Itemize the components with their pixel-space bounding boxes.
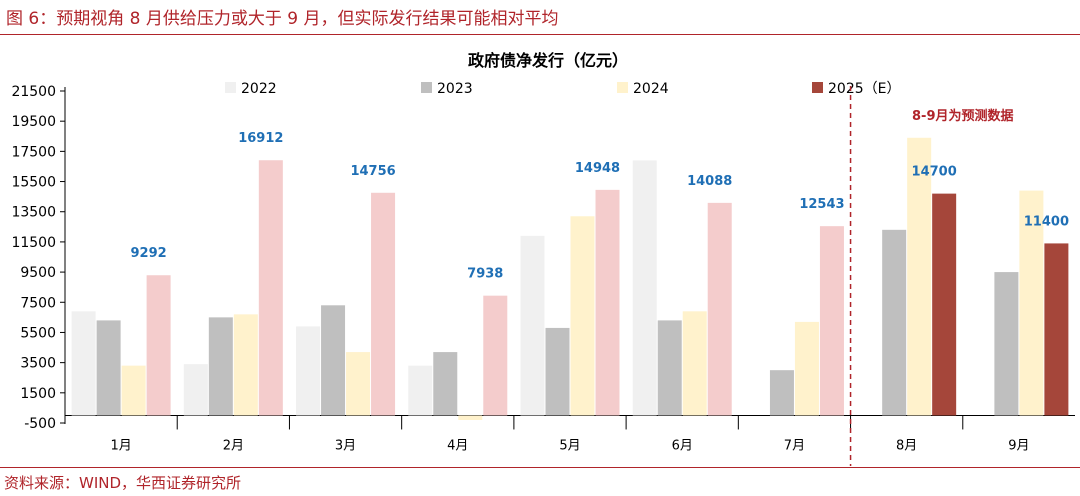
bar — [907, 137, 932, 416]
axes: -500 1500 3500 5500 7500 9500 11500 13500 15500 1… — [11, 84, 1075, 453]
source-note: 资料来源：WIND，华西证券研究所 — [4, 474, 242, 492]
bars — [71, 137, 1069, 420]
bar — [520, 235, 545, 416]
legend-swatch — [812, 82, 823, 93]
bar — [794, 321, 819, 416]
x-tick-label: 8月 — [896, 438, 917, 453]
bar — [346, 352, 371, 416]
bar — [769, 370, 794, 416]
y-tick-label: 13500 — [11, 205, 56, 221]
data-label: 7938 — [467, 267, 503, 282]
x-tick-label: 4月 — [447, 438, 468, 453]
bar — [657, 320, 682, 416]
y-tick-label: 5500 — [20, 325, 56, 341]
legend-label: 2023 — [437, 81, 473, 97]
legend-swatch — [421, 82, 432, 93]
data-label: 12543 — [799, 197, 844, 212]
legend-label: 2024 — [633, 81, 669, 97]
bar — [682, 311, 707, 416]
y-tick-label: 9500 — [20, 265, 56, 281]
y-tick-label: 17500 — [11, 144, 56, 160]
bar — [121, 365, 146, 416]
bar — [1019, 190, 1044, 416]
y-tick-label: -500 — [24, 416, 56, 432]
bar — [595, 189, 620, 416]
bar — [994, 272, 1019, 416]
figure-title: 图 6：预期视角 8 月供给压力或大于 9 月，但实际发行结果可能相对平均 — [6, 9, 559, 29]
bar — [483, 295, 508, 416]
legend-label: 2022 — [241, 81, 277, 97]
bar — [296, 326, 321, 416]
bar — [321, 305, 346, 416]
chart-title: 政府债净发行（亿元） — [468, 51, 628, 70]
y-tick-label: 15500 — [11, 175, 56, 191]
data-label: 9292 — [131, 246, 167, 261]
legend: 2022 2023 2024 2025（E） — [225, 81, 900, 97]
bar — [208, 317, 233, 416]
y-tick-label: 7500 — [20, 295, 56, 311]
y-tick-label: 1500 — [20, 386, 56, 402]
bar-chart: 政府债净发行（亿元） 2022 2023 2024 2025（E） -500 1500 3… — [11, 51, 1075, 466]
y-tick-label: 21500 — [11, 84, 56, 100]
legend-swatch — [225, 82, 236, 93]
bar — [570, 216, 595, 416]
x-tick-label: 7月 — [784, 438, 805, 453]
bar — [932, 193, 957, 416]
bar — [819, 226, 844, 416]
x-tick-label: 9月 — [1008, 438, 1029, 453]
x-tick-label: 5月 — [559, 438, 580, 453]
bar — [71, 311, 96, 416]
bar — [408, 365, 433, 416]
data-label: 14948 — [575, 161, 620, 176]
data-label: 14700 — [912, 165, 957, 180]
bar — [1044, 243, 1069, 416]
bar — [882, 229, 907, 416]
bar — [258, 160, 283, 416]
bar — [183, 364, 208, 416]
data-labels: 9292 16912 14756 7938 14948 14088 12543 14700 11… — [131, 131, 1069, 281]
bar — [545, 327, 570, 416]
y-tick-label: 19500 — [11, 114, 56, 130]
legend-swatch — [617, 82, 628, 93]
data-label: 14756 — [350, 164, 395, 179]
bar — [146, 275, 171, 416]
data-label: 16912 — [238, 131, 283, 146]
data-label: 11400 — [1024, 214, 1069, 229]
bar — [632, 160, 657, 416]
bar — [371, 192, 396, 416]
x-tick-label: 1月 — [110, 438, 131, 453]
bar — [233, 314, 258, 416]
y-tick-label: 11500 — [11, 235, 56, 251]
data-label: 14088 — [687, 174, 732, 189]
forecast-region: 8-9月为预测数据 — [849, 86, 1014, 466]
x-tick-label: 3月 — [335, 438, 356, 453]
top-rule — [0, 34, 1080, 35]
bar — [707, 202, 732, 416]
x-tick-label: 2月 — [223, 438, 244, 453]
bar — [96, 320, 121, 416]
forecast-note: 8-9月为预测数据 — [912, 108, 1014, 124]
bar — [458, 415, 483, 420]
bottom-rule — [0, 467, 1080, 468]
y-tick-label: 3500 — [20, 356, 56, 372]
legend-label: 2025（E） — [828, 81, 900, 97]
x-tick-label: 6月 — [672, 438, 693, 453]
bar — [433, 352, 458, 416]
